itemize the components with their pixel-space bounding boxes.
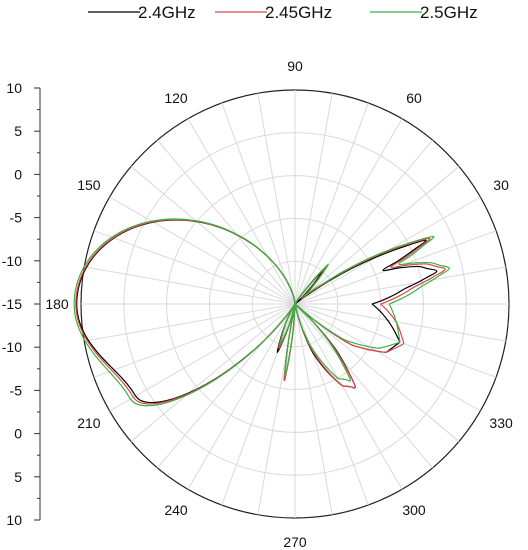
angle-label: 30 (493, 177, 509, 193)
radial-tick-label: -15 (2, 296, 22, 312)
grid-spoke (294, 303, 506, 342)
grid-spoke (294, 303, 369, 506)
grid-spoke (221, 303, 296, 506)
legend-label: 2.4GHz (138, 3, 196, 22)
grid-spoke (294, 303, 403, 490)
angle-label: 210 (77, 415, 101, 431)
grid-spoke (294, 118, 403, 305)
angle-label: 270 (283, 534, 307, 550)
angle-label: 60 (406, 90, 422, 106)
polar-grid (80, 89, 510, 519)
legend-label: 2.45GHz (265, 3, 332, 22)
grid-spoke (294, 303, 460, 442)
angle-label: 240 (164, 502, 188, 518)
radial-tick-label: -10 (2, 339, 22, 355)
grid-spoke (221, 102, 296, 305)
grid-spoke (294, 93, 333, 305)
radial-tick-label: 10 (6, 512, 22, 528)
grid-spoke (294, 139, 433, 305)
grid-spoke (84, 266, 296, 305)
grid-spoke (93, 303, 296, 378)
grid-spoke (294, 303, 333, 515)
radial-tick-label: 10 (6, 80, 22, 96)
radial-tick-label: 5 (14, 469, 22, 485)
angle-label: 120 (164, 90, 188, 106)
legend-label: 2.5GHz (420, 3, 478, 22)
radial-tick-label: -10 (2, 253, 22, 269)
grid-spoke (187, 118, 296, 305)
angle-label: 180 (45, 296, 69, 312)
grid-spoke (294, 303, 433, 469)
grid-spoke (109, 196, 296, 305)
grid-spoke (130, 303, 296, 442)
radial-tick-label: -5 (10, 210, 23, 226)
grid-spoke (257, 93, 296, 305)
radial-tick-label: 0 (14, 426, 22, 442)
grid-spoke (130, 166, 296, 305)
angle-label: 300 (402, 502, 426, 518)
radial-tick-label: -5 (10, 382, 23, 398)
grid-spoke (157, 139, 296, 305)
radial-tick-label: 5 (14, 123, 22, 139)
grid-spoke (294, 266, 506, 305)
legend: 2.4GHz 2.45GHz 2.5GHz (88, 3, 478, 22)
angle-label: 150 (77, 177, 101, 193)
angle-label: 90 (287, 58, 303, 74)
grid-spoke (157, 303, 296, 469)
grid-spoke (294, 303, 497, 378)
radial-tick-label: 0 (14, 166, 22, 182)
angle-label: 330 (489, 415, 513, 431)
grid-spoke (109, 303, 296, 412)
grid-spoke (294, 102, 369, 305)
series-line-2-45ghz (75, 219, 446, 405)
grid-spoke (93, 230, 296, 305)
grid-spoke (187, 303, 296, 490)
grid-spoke (294, 166, 460, 305)
grid-spoke (84, 303, 296, 342)
grid-spoke (294, 303, 481, 412)
radial-axis: 10 5 0 -5 -10 -15 -10 -5 0 5 10 (2, 80, 41, 528)
series-group (73, 218, 450, 407)
series-line-2-5ghz (73, 218, 450, 407)
